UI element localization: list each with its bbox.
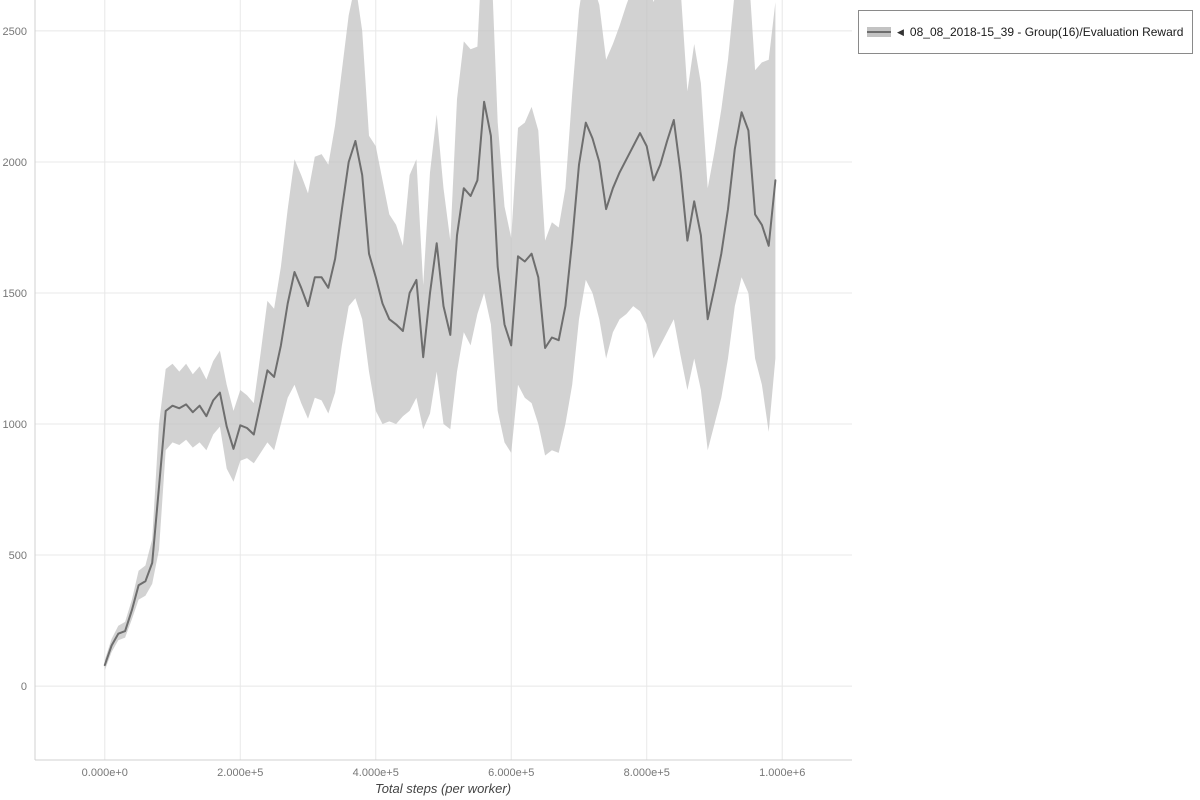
tick-label-layer: 0 500 1000 1500 2000 2500 0.000e+0 2.000e+5 4.00… — [3, 26, 806, 779]
legend-collapse-icon[interactable]: ◀ — [897, 26, 904, 37]
band-area — [104, 0, 776, 671]
y-tick-label: 2000 — [3, 157, 27, 169]
evaluation-reward-chart: 0 500 1000 1500 2000 2500 0.000e+0 2.000e+5 4.00… — [0, 0, 860, 800]
y-tick-label: 0 — [21, 681, 27, 693]
legend-swatch-icon — [867, 27, 891, 37]
x-tick-label: 4.000e+5 — [353, 767, 399, 779]
x-tick-label: 8.000e+5 — [624, 767, 670, 779]
x-tick-label: 0.000e+0 — [82, 767, 128, 779]
axis-layer — [34, 0, 852, 761]
y-tick-label: 1000 — [3, 419, 27, 431]
y-tick-label: 500 — [9, 550, 27, 562]
x-tick-label: 1.000e+6 — [759, 767, 805, 779]
y-tick-label: 2500 — [3, 26, 27, 38]
plot-svg[interactable]: 0 500 1000 1500 2000 2500 0.000e+0 2.000e+5 4.00… — [0, 0, 860, 800]
series-layer — [103, 0, 777, 671]
y-tick-label: 1500 — [3, 288, 27, 300]
x-tick-label: 6.000e+5 — [488, 767, 534, 779]
x-tick-label: 2.000e+5 — [217, 767, 263, 779]
mean-line — [103, 100, 777, 667]
legend-label: 08_08_2018-15_39 - Group(16)/Evaluation … — [909, 25, 1184, 39]
x-axis-title: Total steps (per worker) — [375, 781, 511, 796]
legend[interactable]: ◀ 08_08_2018-15_39 - Group(16)/Evaluatio… — [858, 10, 1193, 54]
